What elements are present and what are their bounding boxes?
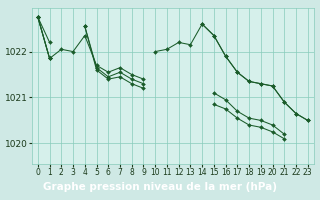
Text: Graphe pression niveau de la mer (hPa): Graphe pression niveau de la mer (hPa) [43, 182, 277, 192]
